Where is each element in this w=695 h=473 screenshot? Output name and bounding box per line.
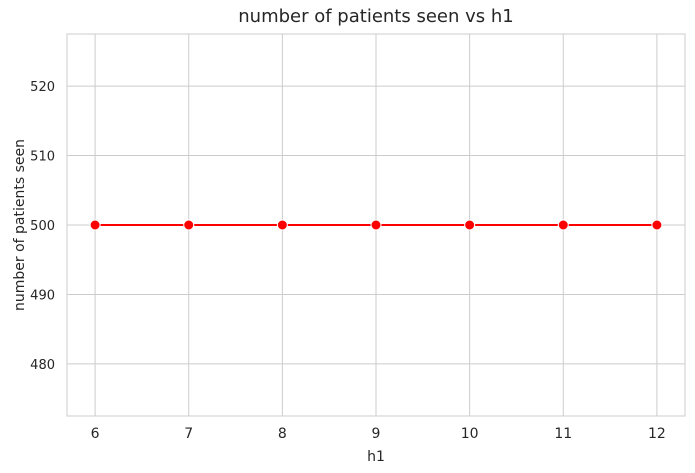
data-point: [464, 219, 476, 231]
x-tick-label: 9: [372, 426, 381, 442]
y-tick-label: 510: [30, 150, 55, 165]
data-point: [276, 219, 288, 231]
x-tick-label: 6: [91, 426, 100, 442]
y-tick-label: 500: [30, 219, 55, 234]
data-point: [89, 219, 101, 231]
data-point: [370, 219, 382, 231]
x-tick-label: 12: [648, 426, 666, 442]
y-tick-label: 480: [30, 358, 55, 373]
data-point: [651, 219, 663, 231]
chart-title: number of patients seen vs h1: [238, 6, 513, 27]
y-tick-label: 520: [30, 80, 55, 95]
series-layer: [89, 219, 663, 231]
plot-frame: [66, 33, 686, 417]
x-tick-label: 8: [278, 426, 287, 442]
data-point: [557, 219, 569, 231]
data-point: [183, 219, 195, 231]
x-tick-label: 10: [461, 426, 479, 442]
y-tick-label: 490: [30, 288, 55, 303]
x-axis-label: h1: [367, 449, 385, 465]
y-axis-label: number of patients seen: [12, 139, 28, 311]
x-tick-labels: 6 7 8 9 10 11 12: [91, 426, 666, 442]
x-tick-label: 11: [554, 426, 572, 442]
x-tick-label: 7: [184, 426, 193, 442]
y-tick-labels: 480 490 500 510 520: [30, 80, 55, 373]
